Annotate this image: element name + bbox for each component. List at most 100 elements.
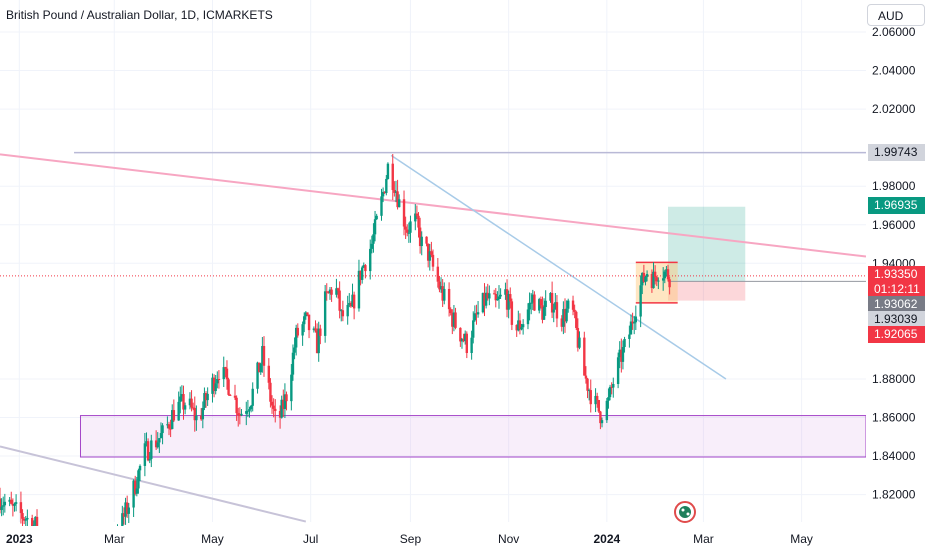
candle-body [404, 226, 407, 230]
candle-body [372, 234, 375, 244]
candle-body [19, 502, 23, 514]
candle-body [293, 347, 296, 353]
x-tick-label: May [201, 532, 224, 546]
candle-body [124, 502, 127, 517]
candle-body [657, 280, 660, 282]
candle-body [248, 409, 251, 411]
candle-body [222, 367, 225, 380]
candle-body [306, 312, 309, 315]
candle-body [555, 302, 559, 319]
candle-body [122, 513, 126, 517]
candle-body [473, 313, 477, 321]
candle-body [426, 243, 430, 261]
price-tag: 1.92065 [868, 326, 925, 343]
candle-body [10, 499, 13, 504]
candle-body [171, 410, 174, 429]
candle-body [415, 213, 419, 216]
candle-body [34, 516, 37, 526]
candle-body [328, 289, 332, 294]
candle-body [526, 309, 530, 325]
candle-body [575, 311, 578, 329]
candle-body [521, 324, 525, 328]
price-tag: 1.93039 [868, 311, 925, 328]
candle-body [180, 394, 184, 397]
candle-body [633, 322, 636, 324]
candle-body [483, 292, 486, 306]
candle-body [201, 407, 205, 420]
x-axis[interactable]: 2023 Mar May Jul Sep Nov 2024 Mar May [0, 526, 932, 550]
candle-body [317, 328, 320, 354]
candle-body [380, 196, 383, 216]
candle-body [620, 349, 623, 362]
candle-body [605, 400, 609, 421]
candle-body [661, 278, 665, 281]
candle-body [476, 312, 480, 315]
candle-body [439, 286, 443, 290]
candle-body [3, 501, 7, 506]
candle-body [529, 302, 533, 304]
candle-body [550, 292, 554, 313]
x-tick-label: Nov [498, 532, 519, 546]
candle-body [137, 470, 140, 489]
candle-body [586, 378, 589, 391]
candle-body [319, 328, 322, 336]
candle-body [349, 303, 353, 307]
candle-body [188, 398, 192, 406]
candle-body [340, 310, 343, 312]
currency-button[interactable]: AUD [867, 4, 925, 26]
candle-body [330, 289, 333, 295]
candle-body [177, 401, 180, 421]
candle-body [539, 299, 543, 306]
candle-body [509, 294, 512, 302]
candle-body [441, 286, 444, 301]
candle-body [206, 393, 209, 401]
candle-body [533, 294, 536, 311]
candle-body [134, 480, 137, 494]
candle-body [668, 279, 671, 288]
candle-body [653, 271, 657, 278]
candle-body [391, 163, 394, 191]
candle-body [35, 516, 39, 531]
candle-body [352, 294, 356, 309]
candle-body [315, 330, 319, 354]
candle-body [628, 334, 631, 339]
candle-body [573, 309, 576, 312]
chart-logo-icon[interactable] [674, 501, 696, 523]
price-tag: 1.93062 [868, 296, 925, 313]
candle-body [454, 312, 457, 328]
candle-body [127, 507, 130, 514]
candle-body [459, 327, 462, 342]
candle-body [517, 320, 520, 331]
candle-body [0, 506, 3, 511]
candle-body [610, 386, 613, 388]
profit-zone [668, 206, 746, 282]
candle-body [132, 480, 135, 508]
candle-body [518, 320, 522, 330]
descending-trendline [0, 153, 867, 258]
candle-body [270, 401, 274, 406]
x-tick-label: 2023 [6, 532, 33, 546]
candle-body [417, 215, 420, 228]
candle-body [507, 294, 510, 310]
candle-body [211, 377, 214, 394]
candle-body [520, 327, 523, 330]
candle-body [156, 442, 159, 448]
candle-body [576, 328, 580, 348]
candle-body [2, 505, 5, 507]
candle-body [216, 379, 219, 384]
candle-body [296, 327, 299, 336]
candle-body [565, 308, 568, 322]
x-tick-label: Mar [693, 532, 714, 546]
candle-body [528, 302, 531, 310]
candle-body [346, 304, 349, 317]
candle-body [496, 299, 499, 301]
price-tag: 1.93350 [868, 266, 925, 283]
candle-body [430, 251, 433, 255]
candle-body [443, 288, 446, 301]
candle-body [217, 379, 221, 381]
candle-body [245, 411, 248, 414]
candle-body [314, 328, 317, 331]
candle-body [449, 309, 452, 314]
candle-body [269, 382, 272, 402]
